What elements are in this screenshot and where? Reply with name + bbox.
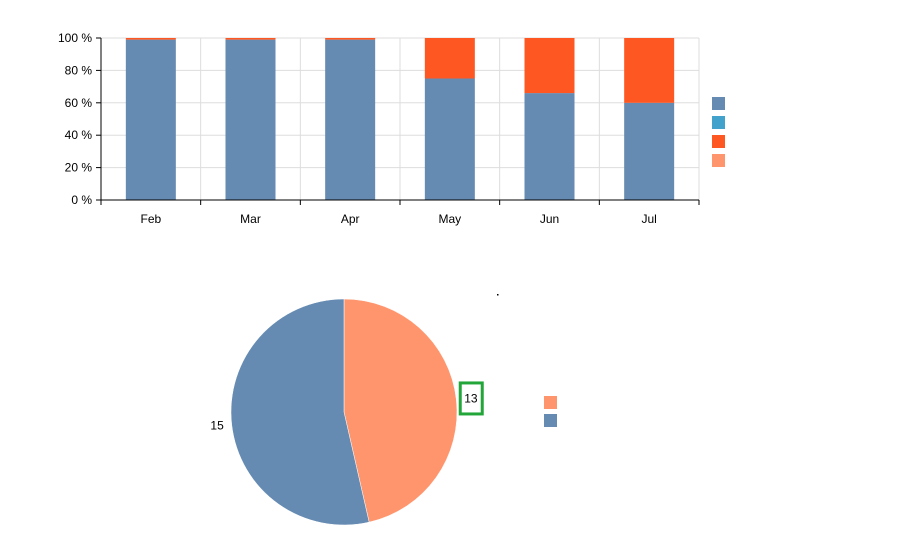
bar-segment [125,39,176,201]
legend-swatch [712,135,725,148]
x-tick-label: Feb [140,212,161,226]
y-tick-label: 100 % [58,31,92,45]
y-tick-label: 0 % [71,193,92,207]
pie-slices [230,298,458,526]
legend-swatch [544,396,557,409]
bar-segment [325,39,376,201]
bar-chart-legend [712,97,725,167]
pie-chart-legend [544,396,557,427]
pie-slice-label: 15 [210,419,224,433]
bar-chart-grid [101,37,700,201]
x-tick-label: Jun [540,212,559,226]
x-tick-label: May [438,212,461,226]
y-tick-label: 20 % [65,161,93,175]
legend-swatch [544,414,557,427]
stacked-bar-chart: 0 % 20 % 40 % 60 % 80 % 100 % Feb Mar Apr May Jun J… [58,31,725,226]
bar-chart-axes: 0 % 20 % 40 % 60 % 80 % 100 % Feb Mar Apr May Jun J… [58,31,700,226]
x-tick-label: Apr [341,212,360,226]
y-tick-label: 40 % [65,128,93,142]
legend-swatch [712,116,725,129]
highlight-box [458,381,484,416]
x-tick-label: Jul [641,212,656,226]
pie-labels: 13 15 [210,294,499,433]
bar-segment [125,38,176,40]
bar-segment [624,102,675,200]
y-tick-label: 60 % [65,96,93,110]
bar-chart-bars [125,38,675,201]
bar-segment [424,78,475,200]
bar-segment [524,38,575,94]
marker-dot [497,294,499,296]
legend-swatch [712,97,725,110]
bar-segment [325,38,376,40]
bar-segment [624,38,675,103]
legend-swatch [712,154,725,167]
pie-slice [230,298,370,526]
bar-segment [424,38,475,79]
pie-chart: 13 15 [210,294,557,526]
pie-slice [343,298,458,523]
bar-segment [225,39,276,201]
bar-segment [524,93,575,200]
bar-segment [225,38,276,40]
pie-slice-label: 13 [464,391,478,405]
y-tick-label: 80 % [65,63,93,77]
x-tick-label: Mar [240,212,261,226]
